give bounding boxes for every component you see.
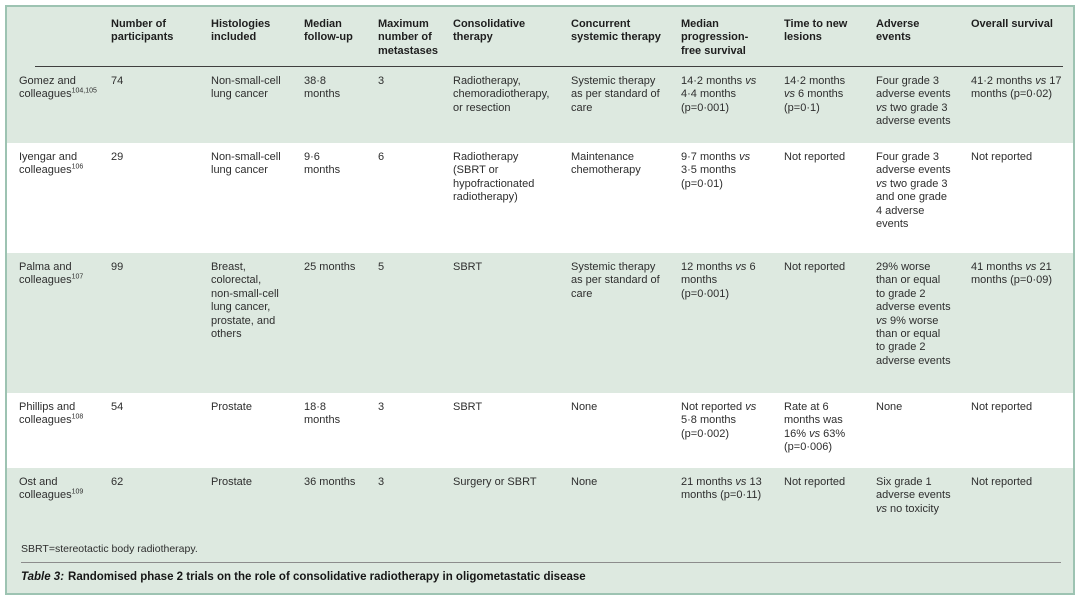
reference-superscript: 108 [71,413,84,421]
cell-median-follow-up: 36 months [304,476,356,488]
cell-adverse-events: Six grade 1 adverse events vs no toxicit… [876,476,951,515]
study-cell: Ost and colleagues109 [19,476,84,502]
cell-overall-survival: 41 months vs 21 months (p=0·09) [971,261,1053,287]
caption-text: Randomised phase 2 trials on the role of… [68,571,586,583]
table-footnote: SBRT=stereotactic body radiotherapy. [21,543,198,555]
table-row: Iyengar and colleagues106 29 Non-small-cel… [7,143,1073,253]
table-header: Number of participants Histologies inclu… [7,7,1073,67]
cell-histologies: Non-small-cell lung cancer [211,75,281,101]
cell-concurrent-systemic-therapy: Systemic therapy as per standard of care [571,261,660,300]
cell-time-to-new-lesions: 14·2 months vs 6 months (p=0·1) [784,75,846,114]
cell-max-metastases: 3 [378,401,385,413]
cell-time-to-new-lesions: Not reported [784,476,846,488]
cell-time-to-new-lesions: Not reported [784,151,846,163]
cell-concurrent-systemic-therapy: Maintenance chemotherapy [571,151,641,177]
cell-median-follow-up: 38·8 months [304,75,341,101]
study-cell: Gomez and colleagues104,105 [19,75,97,101]
cell-concurrent-systemic-therapy: None [571,476,598,488]
col-header-participants: Number of participants [111,18,174,44]
cell-concurrent-systemic-therapy: Systemic therapy as per standard of care [571,75,660,114]
caption-rule [21,562,1061,563]
cell-overall-survival: Not reported [971,151,1033,163]
col-header-histologies: Histologies included [211,18,271,44]
cell-time-to-new-lesions: Not reported [784,261,846,273]
header-rule [35,66,1063,67]
table-caption: Table 3: Randomised phase 2 trials on the… [7,563,1073,591]
cell-participants: 99 [111,261,124,273]
table-row: Ost and colleagues109 62 Prostate 36 months… [7,468,1073,534]
reference-superscript: 106 [71,163,84,171]
col-header-concurrent-systemic-therapy: Concurrent systemic therapy [571,18,661,44]
cell-participants: 29 [111,151,124,163]
trials-table: Number of participants Histologies inclu… [7,7,1073,534]
cell-histologies: Breast, colorectal, non-small-cell lung … [211,261,279,341]
table-row: Gomez and colleagues104,105 74 Non-small-c… [7,67,1073,143]
cell-overall-survival: 41·2 months vs 17 months (p=0·02) [971,75,1062,101]
cell-median-follow-up: 18·8 months [304,401,341,427]
cell-max-metastases: 5 [378,261,385,273]
cell-consolidative-therapy: SBRT [453,401,483,413]
cell-median-follow-up: 25 months [304,261,356,273]
cell-median-follow-up: 9·6 months [304,151,341,177]
cell-consolidative-therapy: SBRT [453,261,483,273]
cell-median-pfs: 12 months vs 6 months (p=0·001) [681,261,756,300]
cell-median-pfs: Not reported vs 5·8 months (p=0·002) [681,401,757,440]
col-header-overall-survival: Overall survival [971,18,1053,30]
reference-superscript: 109 [71,488,84,496]
caption-label: Table 3: [21,571,65,583]
cell-median-pfs: 14·2 months vs 4·4 months (p=0·001) [681,75,757,114]
col-header-median-follow-up: Median follow-up [304,18,353,44]
cell-concurrent-systemic-therapy: None [571,401,598,413]
cell-participants: 54 [111,401,124,413]
cell-participants: 62 [111,476,124,488]
reference-superscript: 104,105 [71,87,97,95]
col-header-time-to-new-lesions: Time to new lesions [784,18,848,44]
cell-adverse-events: Four grade 3 adverse events vs two grade… [876,151,951,231]
reference-superscript: 107 [71,273,84,281]
cell-overall-survival: Not reported [971,476,1033,488]
table3-figure: Number of participants Histologies inclu… [5,5,1075,595]
cell-consolidative-therapy: Radiotherapy, chemoradiotherapy, or rese… [453,75,550,114]
cell-max-metastases: 3 [378,476,385,488]
cell-median-pfs: 9·7 months vs 3·5 months (p=0·01) [681,151,751,190]
cell-adverse-events: None [876,401,903,413]
col-header-median-pfs: Median progression-free survival [681,18,749,57]
cell-participants: 74 [111,75,124,87]
col-header-consolidative-therapy: Consolidative therapy [453,18,526,44]
cell-time-to-new-lesions: Rate at 6 months was 16% vs 63% (p=0·006… [784,401,846,454]
col-header-max-metastases: Maximum number of metastases [378,18,438,57]
header-row: Number of participants Histologies inclu… [7,7,1073,67]
table-row: Phillips and colleagues108 54 Prostate 18·8… [7,393,1073,468]
cell-histologies: Non-small-cell lung cancer [211,151,281,177]
study-cell: Palma and colleagues107 [19,261,84,287]
cell-histologies: Prostate [211,476,252,488]
cell-max-metastases: 3 [378,75,385,87]
cell-consolidative-therapy: Radiotherapy (SBRT or hypofractionated r… [453,151,535,204]
cell-overall-survival: Not reported [971,401,1033,413]
cell-adverse-events: Four grade 3 adverse events vs two grade… [876,75,951,128]
cell-median-pfs: 21 months vs 13 months (p=0·11) [681,476,762,502]
study-cell: Iyengar and colleagues106 [19,151,84,177]
cell-consolidative-therapy: Surgery or SBRT [453,476,537,488]
table-row: Palma and colleagues107 99 Breast, colorec… [7,253,1073,393]
col-header-adverse-events: Adverse events [876,18,920,44]
col-header-study [7,7,99,67]
cell-histologies: Prostate [211,401,252,413]
cell-adverse-events: 29% worse than or equal to grade 2 adver… [876,261,951,367]
cell-max-metastases: 6 [378,151,385,163]
table-body: Gomez and colleagues104,105 74 Non-small-c… [7,67,1073,534]
study-cell: Phillips and colleagues108 [19,401,84,427]
